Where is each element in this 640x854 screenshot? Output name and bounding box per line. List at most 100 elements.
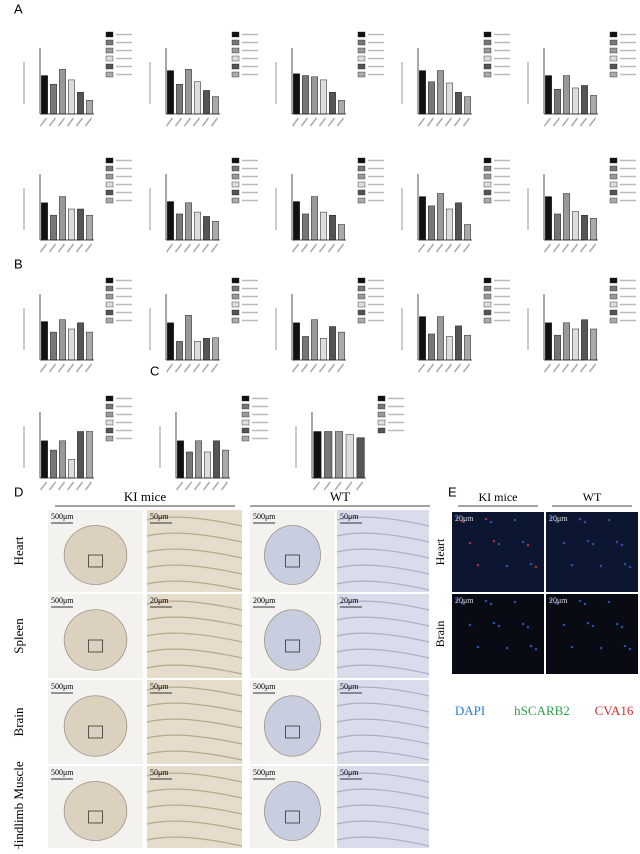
legend-swatch bbox=[231, 181, 240, 188]
x-tick-stub bbox=[453, 363, 462, 373]
x-tick-stub bbox=[462, 363, 471, 373]
x-tick-stub bbox=[345, 481, 353, 491]
fluorescence-speck bbox=[505, 646, 509, 650]
tissue-texture bbox=[336, 772, 430, 783]
x-tick-stub bbox=[334, 481, 342, 491]
tissue-texture bbox=[146, 616, 243, 627]
fluorescence-speck bbox=[489, 602, 493, 606]
fluorescence-speck bbox=[497, 624, 501, 628]
bar bbox=[212, 337, 219, 361]
fluorescence-speck bbox=[620, 543, 624, 547]
bar bbox=[446, 208, 453, 241]
bar bbox=[212, 96, 219, 115]
scale-bar-label: 200μm bbox=[253, 596, 276, 605]
bar bbox=[86, 100, 93, 115]
x-tick-stub bbox=[57, 481, 66, 491]
tissue-texture bbox=[336, 718, 430, 729]
scale-bar-label: 20μm bbox=[150, 596, 169, 605]
tissue-texture bbox=[146, 734, 243, 745]
bar bbox=[77, 92, 84, 115]
zoom-box bbox=[88, 554, 103, 568]
legend-swatch bbox=[105, 173, 114, 180]
scale-bar-label: 500μm bbox=[51, 596, 74, 605]
fluorescence-image bbox=[452, 594, 544, 674]
tissue-texture bbox=[146, 580, 243, 591]
legend-swatch bbox=[609, 63, 618, 70]
scale-bar-label: 500μm bbox=[51, 768, 74, 777]
bar bbox=[437, 193, 444, 241]
x-tick-stub bbox=[543, 117, 552, 127]
fluorescence-speck bbox=[628, 565, 632, 569]
legend-swatch bbox=[357, 31, 366, 38]
tissue-texture bbox=[336, 632, 430, 643]
legend-swatch bbox=[105, 63, 114, 70]
bar bbox=[455, 92, 462, 115]
scale-bar-label: 50μm bbox=[340, 768, 359, 777]
legend-swatch bbox=[105, 31, 114, 38]
x-tick-stub bbox=[309, 117, 318, 127]
legend-swatch bbox=[231, 309, 240, 316]
legend-swatch bbox=[483, 317, 492, 324]
tissue-texture bbox=[336, 564, 430, 575]
fluorescence-speck bbox=[484, 517, 488, 521]
legend-swatch bbox=[357, 39, 366, 46]
legend-swatch bbox=[105, 403, 114, 410]
bar bbox=[455, 202, 462, 241]
bar bbox=[194, 211, 201, 241]
bar bbox=[185, 315, 192, 361]
fluorescence-speck bbox=[623, 644, 627, 648]
bar bbox=[338, 100, 345, 115]
x-tick-stub bbox=[57, 363, 66, 373]
x-tick-stub bbox=[174, 243, 183, 253]
bar bbox=[338, 224, 345, 241]
bar bbox=[419, 196, 426, 241]
micrograph bbox=[147, 594, 242, 678]
row-label: Heart bbox=[433, 538, 447, 565]
bar bbox=[177, 440, 184, 479]
x-tick-stub bbox=[165, 117, 174, 127]
bar bbox=[320, 79, 327, 115]
x-tick-stub bbox=[210, 243, 219, 253]
x-tick-stub bbox=[312, 481, 320, 491]
bar bbox=[313, 431, 322, 479]
x-tick-stub bbox=[48, 363, 57, 373]
scale-bar-label: 50μm bbox=[150, 768, 169, 777]
tissue-texture bbox=[336, 600, 430, 611]
x-tick-stub bbox=[579, 117, 588, 127]
legend-swatch bbox=[483, 31, 492, 38]
legend-swatch bbox=[609, 293, 618, 300]
tissue-texture bbox=[336, 648, 430, 659]
x-tick-stub bbox=[66, 117, 75, 127]
x-tick-stub bbox=[417, 243, 426, 253]
fluorescence-speck bbox=[591, 542, 595, 546]
tissue-texture bbox=[146, 516, 243, 527]
legend-swatch bbox=[609, 55, 618, 62]
bar bbox=[59, 440, 66, 479]
bar bbox=[86, 214, 93, 241]
legend-swatch bbox=[357, 157, 366, 164]
bar bbox=[59, 69, 66, 115]
micrograph bbox=[147, 510, 242, 592]
legend-swatch bbox=[105, 309, 114, 316]
fluorescence-speck bbox=[554, 601, 558, 605]
legend-swatch bbox=[231, 197, 240, 204]
column-header: WT bbox=[330, 489, 350, 504]
scale-bar-label: 20μm bbox=[549, 514, 568, 523]
x-tick-stub bbox=[588, 363, 597, 373]
bar bbox=[68, 208, 75, 241]
legend-swatch bbox=[105, 301, 114, 308]
bar bbox=[41, 321, 48, 361]
legend-swatch bbox=[105, 285, 114, 292]
legend-swatch bbox=[483, 55, 492, 62]
bar bbox=[302, 213, 309, 241]
legend-swatch bbox=[609, 173, 618, 180]
x-tick-stub bbox=[309, 243, 318, 253]
bar bbox=[77, 431, 84, 479]
fluorescence-speck bbox=[505, 564, 509, 568]
bar bbox=[428, 333, 435, 361]
x-tick-stub bbox=[435, 117, 444, 127]
zoom-box bbox=[285, 554, 300, 568]
bar bbox=[324, 431, 333, 479]
legend-swatch bbox=[105, 55, 114, 62]
bar bbox=[345, 434, 354, 479]
